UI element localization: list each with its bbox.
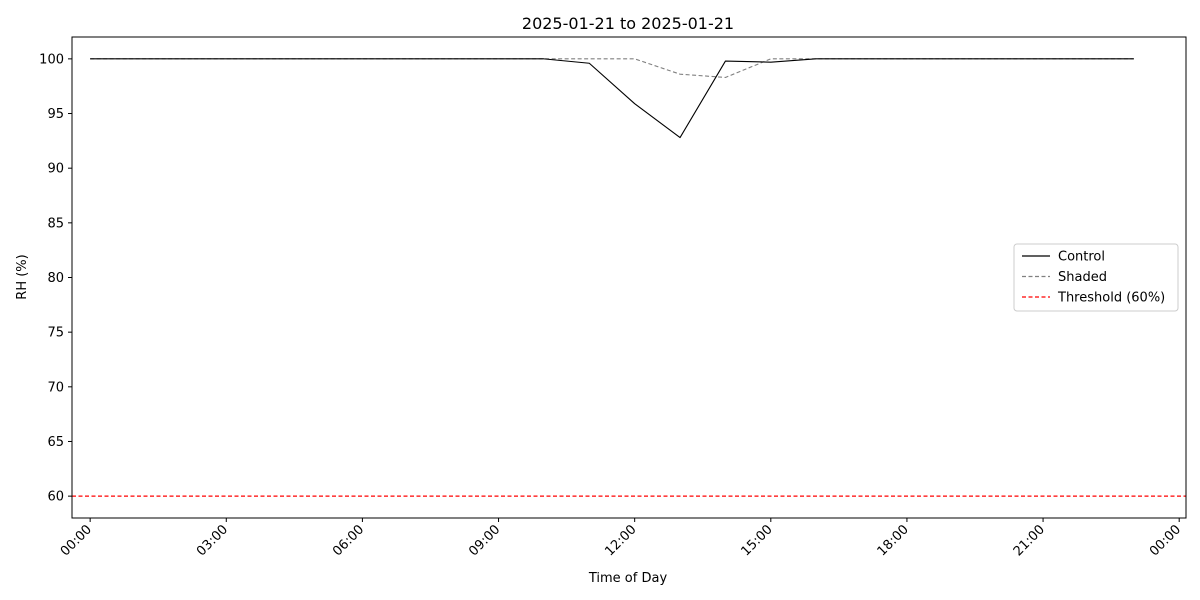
x-tick-label: 00:00 [58, 522, 95, 559]
x-tick-label: 00:00 [1147, 522, 1184, 559]
x-axis: 00:00 03:00 06:00 09:00 12:00 15:00 18:00 21:00… [58, 518, 1184, 559]
x-tick-label: 18:00 [875, 522, 912, 559]
x-tick-label: 03:00 [194, 522, 231, 559]
legend-label-control: Control [1058, 250, 1105, 265]
y-tick-label: 90 [47, 162, 64, 177]
series-line-control [90, 58, 1134, 139]
x-tick-label: 21:00 [1011, 522, 1048, 559]
x-tick-label: 12:00 [602, 522, 639, 559]
series-line-shaded [90, 58, 1134, 78]
y-tick-label: 85 [47, 216, 64, 231]
legend-label-threshold-60: Threshold (60%) [1057, 291, 1165, 306]
x-tick-label: 06:00 [330, 522, 367, 559]
x-tick-label: 15:00 [739, 522, 776, 559]
y-tick-label: 75 [47, 326, 64, 341]
y-tick-label: 100 [39, 52, 64, 67]
x-axis-title: Time of Day [588, 571, 668, 586]
y-tick-label: 95 [47, 107, 64, 122]
legend-box [1013, 243, 1179, 312]
y-tick-label: 70 [47, 380, 64, 395]
chart-title: 2025-01-21 to 2025-01-21 [522, 14, 734, 33]
plot-area [72, 37, 1186, 518]
y-tick-label: 60 [47, 490, 64, 505]
plot-frame [71, 36, 1187, 519]
legend-label-shaded: Shaded [1058, 270, 1107, 285]
y-axis-title: RH (%) [15, 254, 30, 299]
legend: Control Shaded Threshold (60%) [1013, 243, 1179, 312]
y-tick-label: 65 [47, 435, 64, 450]
y-tick-label: 80 [47, 271, 64, 286]
x-tick-label: 09:00 [466, 522, 503, 559]
y-axis: 60 65 70 75 80 85 90 95 100 [39, 52, 72, 505]
